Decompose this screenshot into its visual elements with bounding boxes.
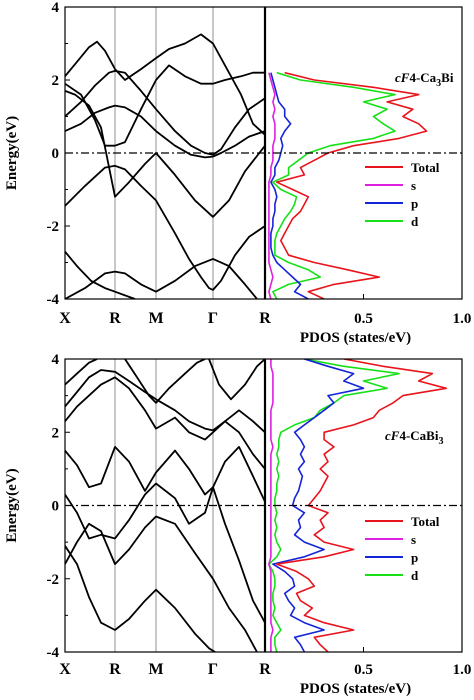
y-tick-label: -4 bbox=[47, 645, 60, 661]
panel-title: cF4-CaBi3 bbox=[385, 428, 443, 447]
k-point-label: X bbox=[59, 661, 71, 678]
legend-label-s: s bbox=[411, 532, 416, 547]
k-point-label: M bbox=[148, 661, 163, 678]
band-line-3 bbox=[65, 164, 266, 291]
y-tick-label: -2 bbox=[47, 572, 60, 588]
band-line-8 bbox=[65, 33, 266, 136]
k-point-label: R bbox=[109, 661, 121, 678]
legend-label-s: s bbox=[411, 178, 416, 193]
panel-top: -4 -2 0 2 4 Energy(eV) X R M Γ R 0.5 1.0 PDOS (states… bbox=[4, 0, 471, 346]
band-line-4 bbox=[65, 446, 266, 503]
legend-label-d: d bbox=[411, 214, 419, 229]
pdos-line-s bbox=[268, 72, 276, 299]
pdos-line-d bbox=[272, 71, 396, 299]
band-line-2 bbox=[65, 515, 258, 652]
x-tick-label: 1.0 bbox=[453, 662, 472, 678]
legend-label-d: d bbox=[411, 568, 419, 583]
band-line-8 bbox=[124, 359, 206, 404]
band-line-6 bbox=[65, 369, 266, 433]
band-line-5 bbox=[65, 376, 266, 470]
band-line-3 bbox=[65, 482, 266, 624]
k-point-label: Γ bbox=[208, 661, 218, 678]
panel-bottom: -4 -2 0 2 4 Energy(eV) X R M Γ R 0.5 1.0 PDOS (states… bbox=[4, 352, 471, 697]
x-axis-label: PDOS (states/eV) bbox=[300, 681, 411, 697]
pdos-line-p bbox=[270, 72, 309, 299]
y-tick-label: 4 bbox=[52, 0, 60, 16]
band-line-2 bbox=[65, 251, 136, 299]
y-axis-label: Energy(eV) bbox=[4, 116, 20, 190]
band-line-1 bbox=[65, 258, 258, 299]
y-tick-label: 2 bbox=[52, 73, 60, 89]
x-tick-label: 0.5 bbox=[354, 311, 373, 327]
y-tick-label: 0 bbox=[52, 146, 60, 162]
pdos-line-total bbox=[276, 71, 428, 299]
y-tick-label: -2 bbox=[47, 219, 60, 235]
panel-title: cF4-Ca3Bi bbox=[395, 70, 454, 89]
band-line-7 bbox=[65, 64, 265, 147]
title-subscript: 3 bbox=[436, 78, 441, 89]
y-axis-label: Energy(eV) bbox=[4, 468, 20, 542]
pdos-line-s bbox=[268, 359, 274, 652]
band-line-9 bbox=[208, 359, 266, 401]
x-axis-label: PDOS (states/eV) bbox=[300, 330, 411, 346]
y-tick-label: 0 bbox=[52, 499, 60, 515]
title-prefix: c bbox=[395, 70, 401, 85]
title-prefix: c bbox=[385, 428, 391, 443]
band-line-4 bbox=[65, 104, 266, 159]
x-tick-label: 0.5 bbox=[354, 662, 373, 678]
band-line-5 bbox=[65, 70, 266, 156]
legend-label-total: Total bbox=[411, 514, 440, 529]
band-line-6 bbox=[65, 90, 266, 218]
title-italic: F bbox=[390, 428, 400, 443]
legend-label-p: p bbox=[411, 196, 418, 211]
y-tick-label: -4 bbox=[47, 292, 60, 308]
title-main: 4-CaBi bbox=[399, 428, 438, 443]
k-point-label: R bbox=[259, 310, 271, 327]
title-suffix: Bi bbox=[441, 70, 454, 85]
k-point-label: X bbox=[59, 310, 71, 327]
title-italic: F bbox=[400, 70, 410, 85]
band-line-7 bbox=[65, 359, 98, 386]
k-point-label: R bbox=[109, 310, 121, 327]
band-line-1 bbox=[65, 545, 216, 652]
plot-area bbox=[65, 33, 428, 299]
legend-label-total: Total bbox=[411, 160, 440, 175]
legend-label-p: p bbox=[411, 550, 418, 565]
title-main: 4-Ca bbox=[409, 70, 436, 85]
title-subscript: 3 bbox=[438, 436, 443, 447]
x-tick-label: 1.0 bbox=[453, 311, 472, 327]
k-point-label: R bbox=[259, 661, 271, 678]
y-tick-label: 4 bbox=[52, 352, 60, 368]
y-tick-label: 2 bbox=[52, 425, 60, 441]
k-point-label: M bbox=[148, 310, 163, 327]
k-point-label: Γ bbox=[208, 310, 218, 327]
